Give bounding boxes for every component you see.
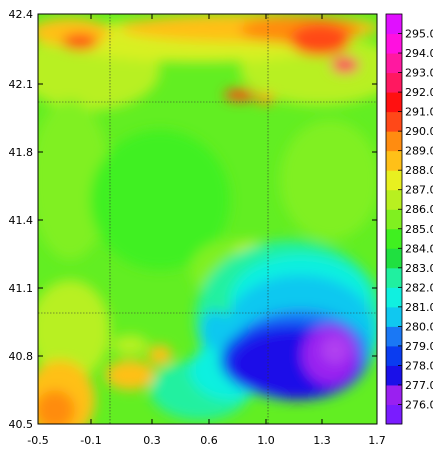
colorbar-label: 289.0 [405,145,433,158]
colorbar-band [386,345,402,366]
colorbar-label: 277.0 [405,379,433,392]
y-tick-label: 40.5 [9,418,34,431]
colorbar-label: 286.0 [405,203,433,216]
colorbar-band [386,228,402,249]
x-tick-label: 1.7 [368,434,386,447]
colorbar-band [386,14,402,35]
y-tick-label: 42.4 [9,8,34,21]
y-tick-label: 41.8 [9,146,34,159]
colorbar-band [386,209,402,230]
colorbar-band [386,287,402,308]
colorbar-label: 284.0 [405,242,433,255]
colorbar-label: 280.0 [405,320,433,333]
x-tick-label: -0.5 [27,434,48,447]
x-tick-label: -0.1 [80,434,101,447]
y-tick-label: 40.8 [9,350,34,363]
colorbar-band [386,131,402,152]
y-tick-label: 41.4 [9,214,34,227]
colorbar-label: 276.0 [405,398,433,411]
y-axis: 40.5 40.8 41.1 41.4 41.8 42.1 42.4 [9,8,377,431]
colorbar-band [386,326,402,347]
colorbar-label: 278.0 [405,359,433,372]
colorbar: 276.0 277.0 278.0 279.0 280.0 281.0 282.0 283.0… [385,13,433,425]
x-axis: -0.5 -0.1 0.3 0.6 1.0 1.3 1.7 [27,14,386,447]
colorbar-band [386,384,402,405]
colorbar-label: 295.0 [405,28,433,41]
colorbar-band [386,53,402,74]
colorbar-band [386,306,402,327]
colorbar-label: 283.0 [405,262,433,275]
colorbar-label: 279.0 [405,340,433,353]
colorbar-label: 282.0 [405,281,433,294]
y-tick-label: 41.1 [9,282,34,295]
x-tick-label: 1.0 [257,434,275,447]
colorbar-label: 292.0 [405,86,433,99]
colorbar-label: 281.0 [405,301,433,314]
colorbar-band [386,365,402,386]
x-tick-label: 1.3 [313,434,331,447]
colorbar-band [386,189,402,210]
colorbar-band [386,150,402,171]
colorbar-label: 287.0 [405,184,433,197]
plot-frame [37,13,378,425]
colorbar-band [386,170,402,191]
x-tick-label: 0.6 [200,434,218,447]
colorbar-band [386,33,402,54]
colorbar-label: 294.0 [405,47,433,60]
colorbar-label: 288.0 [405,164,433,177]
x-tick-label: 0.3 [143,434,161,447]
colorbar-band [386,404,402,425]
temperature-field [38,14,377,424]
colorbar-label: 291.0 [405,106,433,119]
colorbar-band [386,72,402,93]
map-grid-lines [38,14,377,424]
colorbar-band [386,248,402,269]
colorbar-label: 290.0 [405,125,433,138]
colorbar-band [386,92,402,113]
colorbar-band [386,111,402,132]
colorbar-frame [385,13,403,425]
colorbar-label: 293.0 [405,67,433,80]
colorbar-band [386,267,402,288]
y-tick-label: 42.1 [9,78,34,91]
colorbar-label: 285.0 [405,223,433,236]
